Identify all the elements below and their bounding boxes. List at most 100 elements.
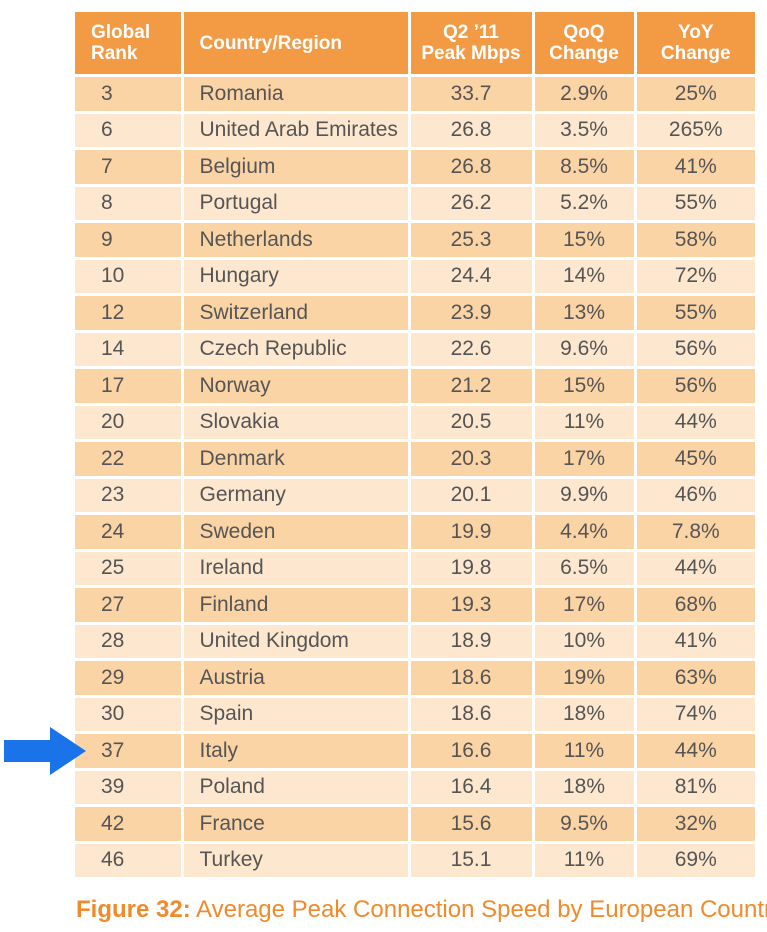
cell-yoy-change: 44% (635, 404, 755, 442)
cell-qoq-change: 13% (533, 294, 637, 333)
table-row: 24 Sweden 19.9 4.4% 7.8% (75, 513, 755, 552)
cell-country: Czech Republic (182, 331, 411, 369)
cell-country: Sweden (182, 513, 411, 552)
header-yoy-change: YoY Change (635, 12, 755, 77)
cell-peak-mbps: 19.8 (409, 550, 535, 588)
cell-global-rank: 6 (75, 112, 184, 150)
table-row: 7 Belgium 26.8 8.5% 41% (75, 148, 755, 187)
cell-qoq-change: 15% (533, 367, 637, 406)
table-row: 46 Turkey 15.1 11% 69% (75, 842, 755, 880)
cell-yoy-change: 32% (635, 805, 755, 844)
table-row: 27 Finland 19.3 17% 68% (75, 586, 755, 625)
cell-peak-mbps: 22.6 (409, 331, 535, 369)
cell-global-rank: 39 (75, 769, 184, 807)
cell-qoq-change: 11% (533, 404, 637, 442)
cell-qoq-change: 11% (533, 732, 637, 771)
caption-figure-number: Figure 32 (76, 896, 183, 923)
cell-global-rank: 24 (75, 513, 184, 552)
cell-peak-mbps: 15.6 (409, 805, 535, 844)
cell-qoq-change: 6.5% (533, 550, 637, 588)
cell-country: Poland (182, 769, 411, 807)
cell-peak-mbps: 19.3 (409, 586, 535, 625)
cell-peak-mbps: 26.8 (409, 148, 535, 187)
cell-yoy-change: 56% (635, 367, 755, 406)
cell-peak-mbps: 19.9 (409, 513, 535, 552)
cell-peak-mbps: 18.6 (409, 659, 535, 698)
cell-yoy-change: 58% (635, 221, 755, 260)
cell-global-rank: 12 (75, 294, 184, 333)
cell-yoy-change: 56% (635, 331, 755, 369)
cell-yoy-change: 72% (635, 258, 755, 296)
cell-yoy-change: 41% (635, 623, 755, 661)
cell-global-rank: 9 (75, 221, 184, 260)
cell-peak-mbps: 20.5 (409, 404, 535, 442)
table-row: 25 Ireland 19.8 6.5% 44% (75, 550, 755, 588)
header-yoy-line2: Change (660, 43, 731, 64)
cell-country: Portugal (182, 185, 411, 223)
cell-qoq-change: 9.6% (533, 331, 637, 369)
table-row: 9 Netherlands 25.3 15% 58% (75, 221, 755, 260)
cell-qoq-change: 14% (533, 258, 637, 296)
cell-yoy-change: 46% (635, 477, 755, 515)
header-rank-line2: Rank (91, 43, 138, 64)
cell-qoq-change: 5.2% (533, 185, 637, 223)
cell-yoy-change: 7.8% (635, 513, 755, 552)
cell-global-rank: 29 (75, 659, 184, 698)
cell-country: Ireland (182, 550, 411, 588)
cell-yoy-change: 69% (635, 842, 755, 880)
cell-global-rank: 3 (75, 75, 184, 114)
header-peak-mbps: Q2 ’11 Peak Mbps (409, 12, 535, 77)
table-row: 23 Germany 20.1 9.9% 46% (75, 477, 755, 515)
figure-caption: Figure 32: Average Peak Connection Speed… (76, 896, 767, 924)
cell-peak-mbps: 26.2 (409, 185, 535, 223)
cell-global-rank: 42 (75, 805, 184, 844)
cell-peak-mbps: 18.9 (409, 623, 535, 661)
header-qoq-line2: Change (549, 43, 619, 64)
cell-yoy-change: 68% (635, 586, 755, 625)
cell-global-rank: 25 (75, 550, 184, 588)
header-rank-line1: Global (91, 22, 151, 43)
peak-speed-table: Global Rank Country/Region Q2 ’11 Peak M… (75, 12, 755, 880)
cell-qoq-change: 18% (533, 696, 637, 734)
cell-qoq-change: 4.4% (533, 513, 637, 552)
cell-global-rank: 27 (75, 586, 184, 625)
cell-peak-mbps: 26.8 (409, 112, 535, 150)
table-row: 17 Norway 21.2 15% 56% (75, 367, 755, 406)
header-row: Global Rank Country/Region Q2 ’11 Peak M… (75, 12, 755, 77)
cell-country: Slovakia (182, 404, 411, 442)
table-row: 8 Portugal 26.2 5.2% 55% (75, 185, 755, 223)
cell-yoy-change: 41% (635, 148, 755, 187)
table-row: 20 Slovakia 20.5 11% 44% (75, 404, 755, 442)
header-qoq-line1: QoQ (563, 22, 605, 43)
cell-qoq-change: 11% (533, 842, 637, 880)
cell-peak-mbps: 20.3 (409, 440, 535, 479)
table-row: 6 United Arab Emirates 26.8 3.5% 265% (75, 112, 755, 150)
cell-qoq-change: 2.9% (533, 75, 637, 114)
arrow-shape (4, 727, 86, 775)
cell-global-rank: 46 (75, 842, 184, 880)
cell-yoy-change: 81% (635, 769, 755, 807)
cell-peak-mbps: 33.7 (409, 75, 535, 114)
table-row: 12 Switzerland 23.9 13% 55% (75, 294, 755, 333)
header-peak-line1: Q2 ’11 (443, 22, 499, 43)
cell-country: Finland (182, 586, 411, 625)
cell-qoq-change: 10% (533, 623, 637, 661)
cell-country: Romania (182, 75, 411, 114)
cell-yoy-change: 44% (635, 550, 755, 588)
cell-global-rank: 8 (75, 185, 184, 223)
cell-country: Denmark (182, 440, 411, 479)
cell-yoy-change: 74% (635, 696, 755, 734)
cell-qoq-change: 3.5% (533, 112, 637, 150)
cell-peak-mbps: 18.6 (409, 696, 535, 734)
header-qoq-change: QoQ Change (533, 12, 637, 77)
cell-peak-mbps: 24.4 (409, 258, 535, 296)
cell-qoq-change: 8.5% (533, 148, 637, 187)
cell-country: Turkey (182, 842, 411, 880)
cell-country: Switzerland (182, 294, 411, 333)
cell-country: Norway (182, 367, 411, 406)
header-peak-line2: Peak Mbps (421, 43, 521, 64)
cell-global-rank: 30 (75, 696, 184, 734)
cell-global-rank: 37 (75, 732, 184, 771)
cell-global-rank: 14 (75, 331, 184, 369)
header-yoy-line1: YoY (677, 22, 714, 43)
